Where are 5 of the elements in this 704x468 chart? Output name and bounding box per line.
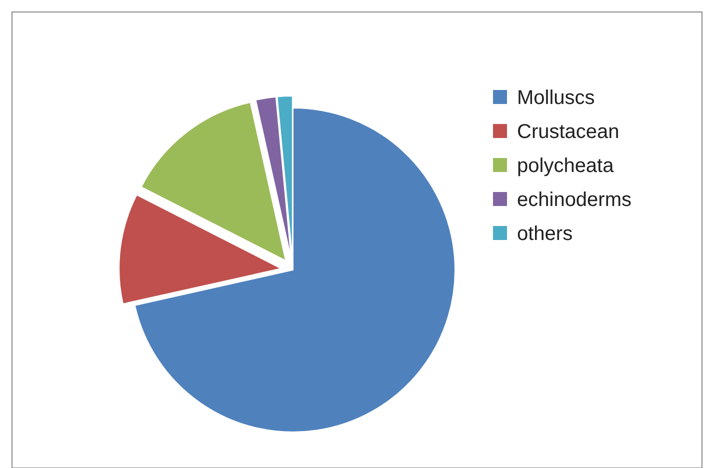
legend-label: Crustacean bbox=[517, 121, 620, 143]
legend-label: polycheata bbox=[517, 155, 615, 177]
legend-label: echinoderms bbox=[517, 189, 632, 211]
legend-label: others bbox=[517, 223, 573, 245]
legend-label: Molluscs bbox=[517, 87, 595, 109]
